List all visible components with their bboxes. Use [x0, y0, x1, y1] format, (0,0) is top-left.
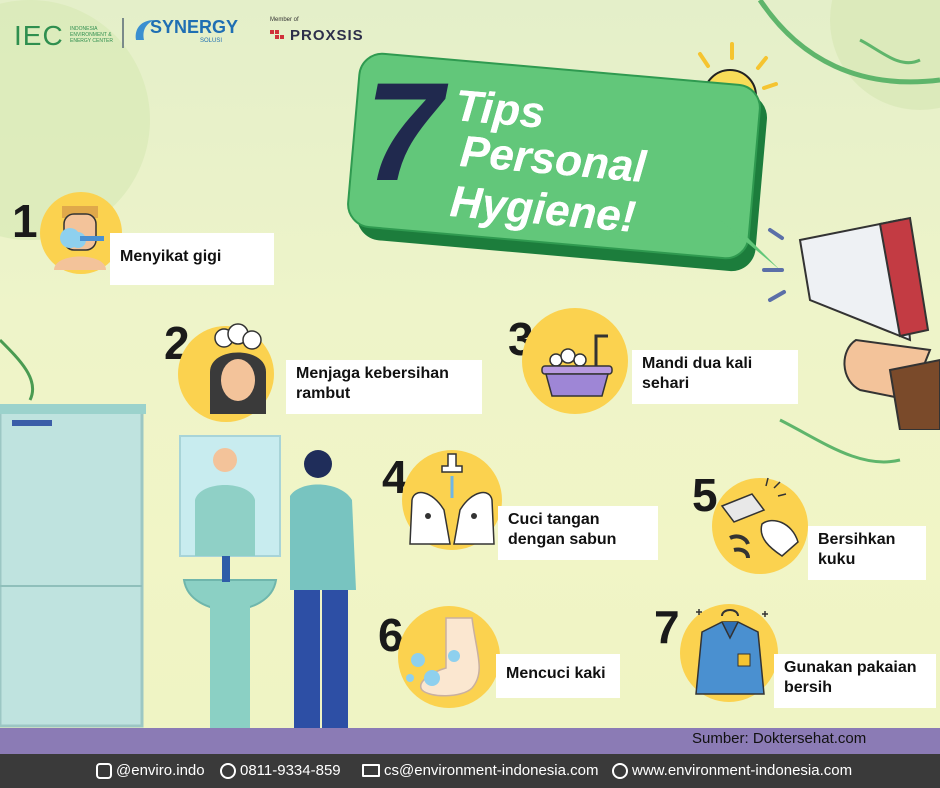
source-credit: Sumber: Doktersehat.com [692, 730, 867, 747]
toothbrush-icon [54, 206, 106, 270]
proxsis-logo: PROXSIS [290, 27, 364, 44]
tip-2-label: Menjaga kebersihan rambut [286, 360, 482, 414]
megaphone-icon [762, 216, 940, 430]
footer-website[interactable]: www.environment-indonesia.com [612, 762, 852, 779]
hair-wash-icon [210, 323, 266, 414]
tip-6-label: Mencuci kaki [496, 654, 620, 698]
foot-wash-icon [406, 617, 480, 697]
instagram-icon [96, 762, 112, 779]
whatsapp-icon [220, 762, 236, 779]
tip-5-icon-circle [712, 478, 808, 574]
globe-icon [612, 762, 628, 779]
synergy-swoosh-icon [135, 20, 154, 40]
tip-3-label: Mandi dua kali sehari [632, 350, 798, 404]
bathtub-icon [541, 334, 613, 397]
tip-5-label: Bersihkan kuku [808, 526, 926, 580]
footer-bar [0, 754, 940, 788]
member-of-label: Member of [270, 17, 299, 23]
synergy-logo-subtitle: SOLUSI [200, 38, 223, 44]
instagram-handle: @enviro.indo [116, 762, 205, 779]
clean-shirt-icon [695, 609, 768, 695]
footer-instagram[interactable]: @enviro.indo [96, 762, 205, 779]
synergy-logo: SYNERGY [150, 17, 239, 37]
iec-logo-subtitle: INDONESIA ENVIRONMENT & ENERGY CENTER [70, 26, 113, 44]
footer-email[interactable]: cs@environment-indonesia.com [362, 762, 599, 779]
tip-7-number: 7 [654, 601, 680, 653]
iec-logo: IEC [14, 20, 64, 51]
floor-strip [0, 728, 940, 754]
email-address: cs@environment-indonesia.com [384, 762, 599, 779]
email-icon [362, 764, 380, 777]
nail-clipper-icon [720, 477, 799, 559]
tip-1-number: 1 [12, 195, 38, 247]
logo-divider [122, 18, 124, 48]
footer-phone[interactable]: 0811-9334-859 [220, 762, 341, 779]
tip-1-label: Menyikat gigi [110, 233, 274, 285]
title-number: 7 [365, 53, 443, 210]
bubble-tail [720, 220, 780, 270]
website-url: www.environment-indonesia.com [632, 762, 853, 779]
tip-4-label: Cuci tangan dengan sabun [498, 506, 658, 560]
tip-7-label: Gunakan pakaian bersih [774, 654, 936, 708]
bathroom-scene [0, 404, 356, 730]
proxsis-mark-icon [270, 30, 284, 39]
hand-wash-icon [409, 453, 495, 545]
phone-number: 0811-9334-859 [240, 762, 341, 779]
